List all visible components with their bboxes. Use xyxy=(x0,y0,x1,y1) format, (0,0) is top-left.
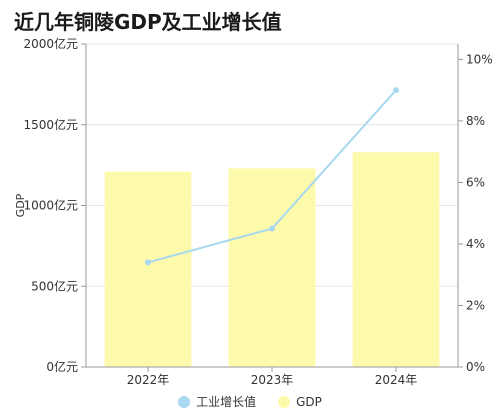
right-tick-label: 8% xyxy=(466,114,485,128)
line-point xyxy=(145,259,151,266)
x-tick-label: 2022年 xyxy=(127,373,170,387)
bar-series xyxy=(104,152,440,367)
line-point xyxy=(269,225,275,232)
right-tick-label: 6% xyxy=(466,175,485,189)
y-axis-title: GDP xyxy=(14,193,27,217)
bar xyxy=(228,168,316,367)
left-tick-label: 2000亿元 xyxy=(23,36,78,51)
left-tick-label: 0亿元 xyxy=(46,359,78,374)
right-tick-label: 10% xyxy=(466,52,493,66)
chart-legend: 工业增长值 GDP xyxy=(0,393,500,410)
bar xyxy=(104,171,192,367)
legend-swatch-bar xyxy=(278,395,291,408)
legend-label-bar: GDP xyxy=(296,394,322,409)
axes xyxy=(81,43,463,372)
tick-labels: 0亿元 500亿元 1000亿元 1500亿元 2000亿元 0% 2% 4% 6% 8% 10% 2… xyxy=(14,36,493,387)
x-tick-label: 2023年 xyxy=(251,373,294,387)
right-tick-label: 4% xyxy=(466,237,485,251)
legend-item-line: 工业增长值 xyxy=(178,393,256,410)
right-tick-label: 0% xyxy=(466,360,485,374)
legend-label-line: 工业增长值 xyxy=(196,395,257,409)
bar xyxy=(352,152,440,367)
line-series xyxy=(145,87,399,266)
line-point xyxy=(393,87,399,94)
x-tick-label: 2024年 xyxy=(375,373,418,387)
chart-title: 近几年铜陵GDP及工业增长值 xyxy=(14,10,282,34)
left-tick-label: 500亿元 xyxy=(31,278,78,293)
legend-swatch-line xyxy=(178,395,191,408)
legend-item-bar: GDP xyxy=(278,393,322,410)
left-tick-label: 1500亿元 xyxy=(23,117,78,132)
left-tick-label: 1000亿元 xyxy=(23,198,78,213)
right-tick-label: 2% xyxy=(466,298,485,312)
